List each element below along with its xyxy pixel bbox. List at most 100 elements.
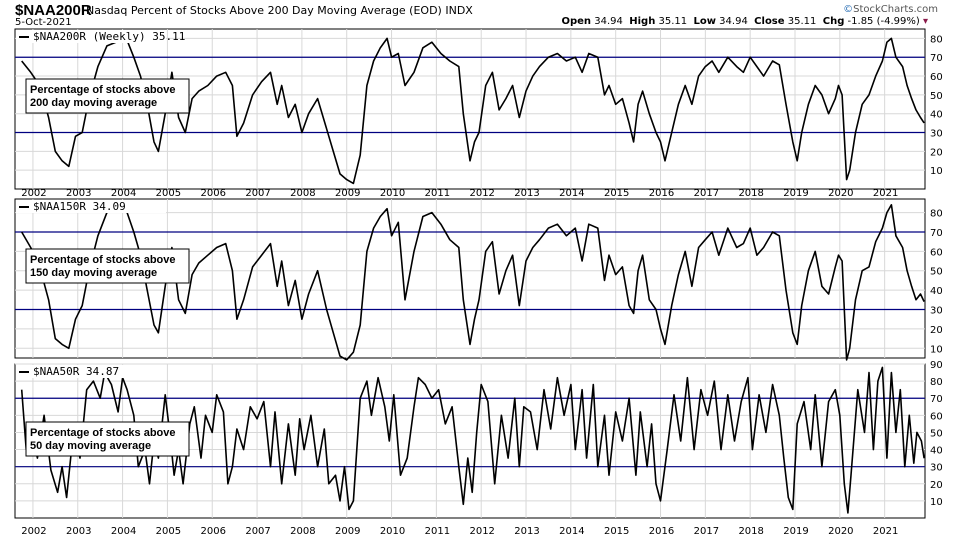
x-tick-label: 2005 — [156, 526, 181, 537]
brand-text: StockCharts.com — [853, 4, 938, 15]
series-line — [21, 33, 925, 185]
x-tick-label: 2019 — [783, 526, 808, 537]
y-tick-label: 50 — [930, 267, 943, 278]
x-tick-label: 2005 — [156, 188, 181, 199]
y-tick-label: 80 — [930, 377, 943, 388]
x-tick-label: 2007 — [245, 188, 270, 199]
x-tick-label: 2013 — [514, 526, 539, 537]
close-value: 35.11 — [787, 16, 817, 27]
x-tick-label: 2010 — [380, 188, 405, 199]
description-label: Nasdaq Percent of Stocks Above 200 Day M… — [86, 4, 473, 17]
y-tick-label: 10 — [930, 497, 943, 508]
annotation-text: 50 day moving average — [30, 440, 151, 452]
high-label: High — [629, 16, 656, 27]
y-tick-label: 30 — [930, 463, 943, 474]
x-tick-label: 2018 — [738, 526, 763, 537]
x-tick-label: 2016 — [649, 526, 674, 537]
x-tick-label: 2002 — [21, 188, 46, 199]
low-label: Low — [693, 16, 716, 27]
y-tick-label: 60 — [930, 72, 943, 83]
date-label: 5-Oct-2021 — [15, 17, 72, 28]
annotation-box — [25, 78, 190, 114]
panel-title-bg — [16, 200, 166, 213]
chg-label: Chg — [822, 16, 845, 27]
annotation-box — [25, 421, 190, 457]
exchange-label: INDX — [445, 4, 473, 17]
description-text: Nasdaq Percent of Stocks Above 200 Day M… — [86, 4, 442, 17]
chg-value: -1.85 (-4.99%) — [847, 16, 920, 27]
x-tick-label: 2018 — [738, 188, 763, 199]
panel-title-bg — [16, 365, 166, 378]
x-tick-label: 2020 — [828, 526, 853, 537]
y-tick-label: 70 — [930, 228, 943, 239]
x-tick-label: 2019 — [783, 188, 808, 199]
y-tick-label: 10 — [930, 166, 943, 177]
y-tick-label: 70 — [930, 394, 943, 405]
y-tick-label: 40 — [930, 286, 943, 297]
x-tick-label: 2003 — [66, 188, 91, 199]
panel-title-bg — [16, 30, 166, 43]
x-tick-label: 2008 — [290, 526, 315, 537]
y-tick-label: 80 — [930, 34, 943, 45]
y-tick-label: 30 — [930, 129, 943, 140]
x-tick-label: 2011 — [425, 188, 450, 199]
y-tick-label: 40 — [930, 446, 943, 457]
y-tick-label: 60 — [930, 247, 943, 258]
y-tick-label: 90 — [930, 360, 943, 371]
panel-title: $NAA200R (Weekly) 35.11 — [33, 30, 185, 43]
y-tick-label: 30 — [930, 306, 943, 317]
y-tick-label: 10 — [930, 344, 943, 355]
x-tick-label: 2003 — [66, 526, 91, 537]
x-tick-label: 2004 — [111, 188, 136, 199]
brand-logo: ©StockCharts.com — [843, 4, 938, 15]
x-tick-label: 2015 — [604, 188, 629, 199]
x-tick-label: 2013 — [514, 188, 539, 199]
y-tick-label: 50 — [930, 91, 943, 102]
x-tick-label: 2021 — [873, 188, 898, 199]
annotation-text: Percentage of stocks above — [30, 84, 176, 96]
x-tick-label: 2008 — [290, 188, 315, 199]
annotation-text: Percentage of stocks above — [30, 427, 176, 439]
x-tick-label: 2006 — [201, 188, 226, 199]
x-tick-label: 2016 — [649, 188, 674, 199]
panel-title: $NAA50R 34.87 — [33, 365, 119, 378]
symbol-label: $NAA200R — [15, 2, 92, 19]
y-tick-label: 70 — [930, 53, 943, 64]
y-tick-label: 80 — [930, 209, 943, 220]
x-tick-label: 2007 — [245, 526, 270, 537]
annotation-box — [25, 248, 190, 284]
x-tick-label: 2021 — [873, 526, 898, 537]
down-arrow-icon: ▾ — [922, 16, 928, 27]
stockcharts-icon: © — [843, 4, 854, 15]
panel-title: $NAA150R 34.09 — [33, 200, 126, 213]
x-tick-label: 2015 — [604, 526, 629, 537]
high-value: 35.11 — [658, 16, 688, 27]
x-tick-label: 2020 — [828, 188, 853, 199]
open-value: 34.94 — [594, 16, 623, 27]
quote-bar: Open 34.94 High 35.11 Low 34.94 Close 35… — [561, 16, 928, 27]
x-tick-label: 2009 — [335, 526, 360, 537]
x-tick-label: 2010 — [380, 526, 405, 537]
x-tick-label: 2017 — [694, 188, 719, 199]
y-tick-label: 20 — [930, 325, 943, 336]
x-tick-label: 2012 — [469, 188, 494, 199]
series-line — [21, 204, 925, 361]
x-tick-label: 2004 — [111, 526, 136, 537]
x-tick-label: 2014 — [559, 526, 584, 537]
x-tick-label: 2014 — [559, 188, 584, 199]
x-tick-label: 2011 — [425, 526, 450, 537]
close-label: Close — [754, 16, 785, 27]
annotation-text: 200 day moving average — [30, 97, 157, 109]
y-tick-label: 50 — [930, 428, 943, 439]
annotation-text: 150 day moving average — [30, 267, 157, 279]
y-tick-label: 60 — [930, 411, 943, 422]
chart-header: $NAA200R Nasdaq Percent of Stocks Above … — [0, 0, 960, 30]
x-tick-label: 2002 — [21, 526, 46, 537]
x-tick-label: 2017 — [694, 526, 719, 537]
annotation-text: Percentage of stocks above — [30, 254, 176, 266]
y-tick-label: 20 — [930, 480, 943, 491]
y-tick-label: 40 — [930, 110, 943, 121]
x-tick-label: 2006 — [201, 526, 226, 537]
x-tick-label: 2009 — [335, 188, 360, 199]
